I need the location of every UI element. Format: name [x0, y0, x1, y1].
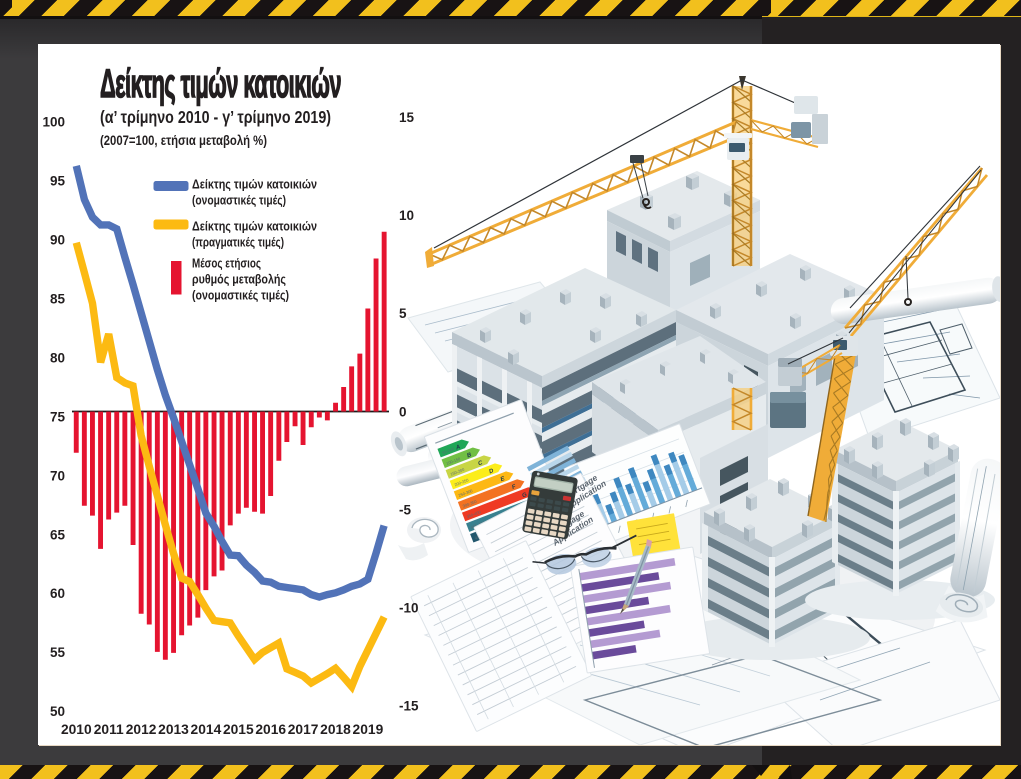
svg-text:G: G — [521, 492, 528, 499]
svg-text:80: 80 — [50, 350, 65, 365]
svg-text:B: B — [466, 452, 473, 459]
svg-text:2017: 2017 — [288, 722, 319, 737]
svg-text:100-150: 100-150 — [445, 456, 461, 466]
svg-text:55: 55 — [50, 645, 66, 660]
svg-text:Δείκτης τιμών κατοικιών: Δείκτης τιμών κατοικιών — [192, 177, 317, 192]
svg-text:(ονομαστικές τιμές): (ονομαστικές τιμές) — [192, 288, 289, 303]
svg-text:5: 5 — [399, 306, 407, 321]
svg-text:E: E — [500, 476, 507, 483]
svg-text:250-300: 250-300 — [458, 488, 474, 498]
svg-text:0: 0 — [399, 404, 407, 419]
svg-text:2014: 2014 — [191, 722, 222, 737]
svg-text:50: 50 — [50, 704, 65, 719]
svg-text:D: D — [488, 468, 495, 475]
svg-text:75: 75 — [50, 409, 66, 424]
svg-text:(πραγματικές τιμές): (πραγματικές τιμές) — [192, 235, 284, 250]
svg-text:-10: -10 — [399, 601, 419, 616]
svg-text:F: F — [511, 484, 517, 491]
svg-text:(ονομαστικές τιμές): (ονομαστικές τιμές) — [192, 193, 286, 208]
svg-text:95: 95 — [50, 173, 66, 188]
svg-text:2013: 2013 — [158, 722, 189, 737]
svg-text:150-200: 150-200 — [450, 466, 466, 476]
svg-text:65: 65 — [50, 527, 66, 542]
svg-text:15: 15 — [399, 110, 415, 125]
svg-text:200-250: 200-250 — [454, 477, 470, 487]
svg-text:C: C — [477, 460, 484, 467]
svg-text:2018: 2018 — [320, 722, 351, 737]
svg-text:2012: 2012 — [126, 722, 157, 737]
svg-text:(α’ τρίμηνο 2010 - γ’ τρίμηνο: (α’ τρίμηνο 2010 - γ’ τρίμηνο 2019) — [100, 107, 331, 127]
svg-text:Δείκτης τιμών κατοικιών: Δείκτης τιμών κατοικιών — [192, 219, 317, 234]
svg-text:Μέσος ετήσιος: Μέσος ετήσιος — [192, 256, 261, 271]
svg-text:60: 60 — [50, 586, 65, 601]
svg-text:50-100: 50-100 — [441, 446, 455, 455]
svg-text:2016: 2016 — [255, 722, 286, 737]
svg-text:A: A — [454, 444, 461, 452]
svg-text:100: 100 — [42, 115, 65, 130]
svg-text:ρυθμός μεταβολής: ρυθμός μεταβολής — [192, 272, 286, 287]
svg-text:70: 70 — [50, 468, 65, 483]
svg-text:2010: 2010 — [61, 722, 92, 737]
svg-text:10: 10 — [399, 208, 414, 223]
svg-text:300-350: 300-350 — [462, 498, 478, 508]
svg-text:400-450: 400-450 — [470, 520, 486, 530]
svg-text:2019: 2019 — [353, 722, 384, 737]
svg-text:90: 90 — [50, 232, 65, 247]
svg-text:2015: 2015 — [223, 722, 254, 737]
svg-text:(2007=100, ετήσια μεταβολή %): (2007=100, ετήσια μεταβολή %) — [100, 133, 267, 148]
svg-text:350-400: 350-400 — [466, 509, 482, 519]
svg-text:-15: -15 — [399, 699, 419, 714]
svg-text:2011: 2011 — [94, 722, 124, 737]
svg-text:Δείκτης τιμών κατοικιών: Δείκτης τιμών κατοικιών — [100, 62, 341, 106]
svg-text:-5: -5 — [399, 502, 411, 517]
svg-text:85: 85 — [50, 291, 66, 306]
